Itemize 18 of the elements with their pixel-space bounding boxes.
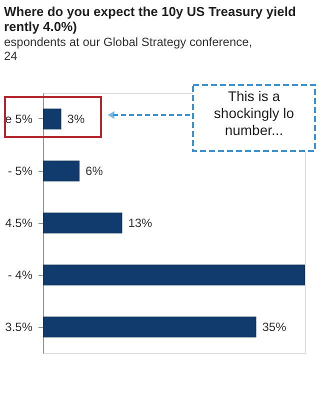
text: Where do you expect the 10y US Treasury yield: [4, 4, 296, 19]
text: espondents at our Global Strategy conference,: [4, 35, 252, 49]
data-label: 6%: [86, 164, 104, 178]
bar: [43, 316, 256, 338]
data-label: 35%: [262, 320, 287, 334]
data-label: 13%: [128, 216, 153, 230]
bar: [43, 160, 80, 182]
bar: [43, 212, 122, 234]
y-tick-label: - 5%: [8, 164, 33, 178]
y-tick-label: - 4%: [8, 268, 33, 282]
annotation: This is a shockingly lo number...: [214, 88, 294, 138]
text: rently 4.0%): [4, 19, 77, 34]
bar: [43, 108, 62, 130]
data-label: 3%: [67, 112, 85, 126]
bar: [43, 264, 305, 286]
y-tick-label: 3.5%: [5, 320, 33, 334]
text: 24: [4, 49, 18, 63]
y-tick-label: 4.5%: [5, 216, 33, 230]
